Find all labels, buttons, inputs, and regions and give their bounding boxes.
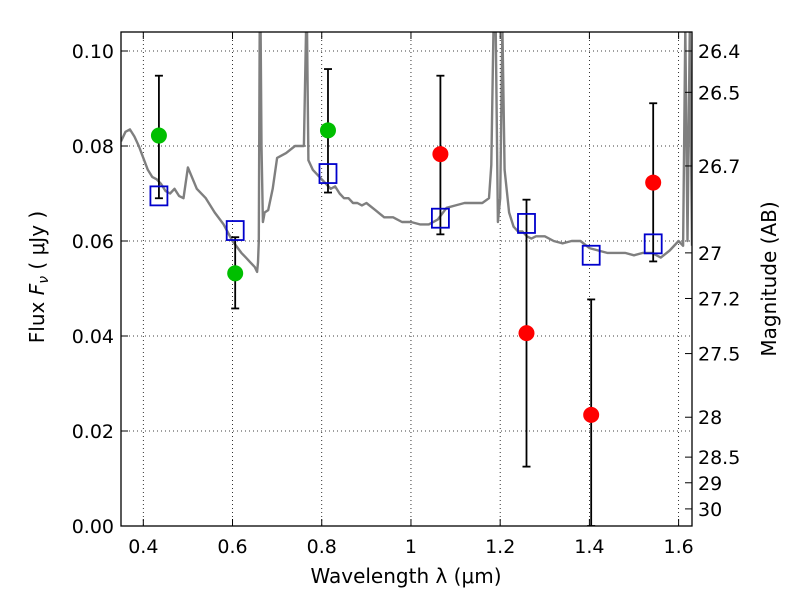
red-flux-point — [645, 174, 662, 191]
model-photometry-square — [149, 185, 169, 207]
y2-tick-label: 30 — [698, 499, 722, 521]
y2-tick-label: 28 — [698, 407, 722, 429]
red-flux-point — [583, 406, 600, 423]
y-tick-label: 0.00 — [72, 516, 114, 538]
y2-tick-label: 26.4 — [698, 41, 740, 63]
green-flux-point — [150, 127, 167, 144]
x-tick-label: 0.6 — [217, 536, 247, 558]
y2-tick-label: 26.5 — [698, 82, 740, 104]
spectrum-line — [121, 32, 692, 274]
y2-tick-label: 27.5 — [698, 344, 740, 366]
y-axis-label: Flux Fν ( μJy ) — [25, 211, 52, 343]
plot-frame — [120, 31, 693, 527]
x-tick-label: 1.2 — [485, 536, 515, 558]
y-tick-label: 0.06 — [72, 231, 114, 253]
x-tick-label: 0.8 — [307, 536, 337, 558]
y2-axis-label: Magnitude (AB) — [757, 201, 781, 356]
red-flux-point — [518, 325, 535, 342]
red-flux-point — [432, 146, 449, 163]
y2-tick-label: 26.7 — [698, 156, 740, 178]
y-tick-label: 0.08 — [72, 136, 114, 158]
axes-layer: 0.4 0.6 0.8 1 1.2 1.4 1.6 0.00 0.02 0.04 0.06 0.08 0… — [72, 32, 740, 558]
points-layer — [149, 122, 663, 423]
x-tick-label: 1.6 — [664, 536, 694, 558]
y-tick-label: 0.10 — [72, 41, 114, 63]
y-tick-label: 0.02 — [72, 421, 114, 443]
green-flux-point — [319, 122, 336, 139]
y-tick-label: 0.04 — [72, 326, 114, 348]
model-photometry-square — [581, 244, 601, 266]
model-photometry-square — [318, 163, 338, 184]
x-tick-label: 1.4 — [574, 536, 604, 558]
spectrum-layer — [121, 32, 692, 274]
model-photometry-square — [517, 213, 536, 234]
y2-tick-label: 27 — [698, 243, 722, 265]
model-photometry-square — [643, 233, 663, 255]
model-photometry-square — [431, 207, 450, 229]
y2-tick-label: 28.5 — [698, 447, 740, 469]
model-photometry-square — [225, 220, 245, 241]
x-axis-label: Wavelength λ (μm) — [310, 564, 501, 588]
x-tick-label: 1 — [405, 536, 417, 558]
green-flux-point — [227, 265, 244, 282]
y2-tick-label: 29 — [698, 473, 722, 495]
x-tick-label: 0.4 — [128, 536, 158, 558]
y2-tick-label: 27.2 — [698, 288, 740, 310]
